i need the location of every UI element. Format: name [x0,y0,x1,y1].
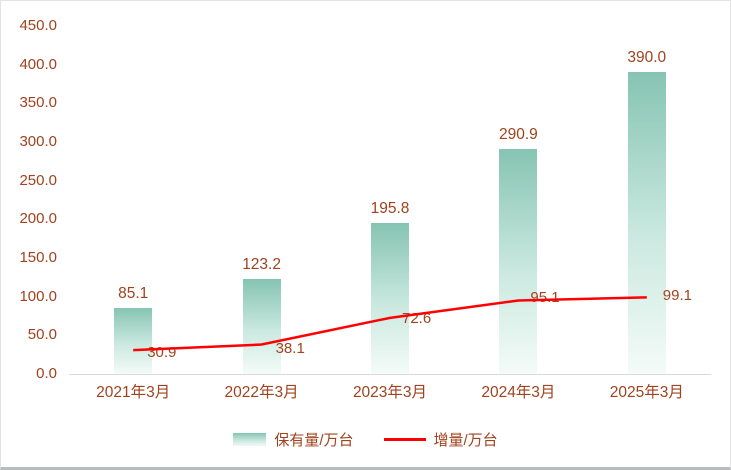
line-point-label: 99.1 [662,287,692,305]
bar-value-label: 290.9 [498,126,538,144]
bar-value-label: 123.2 [242,255,281,273]
line-point-label: 72.6 [402,309,432,327]
y-tick-label: 400.0 [19,55,57,73]
bar [371,222,409,374]
y-tick-label: 350.0 [19,94,57,112]
bar [242,278,281,374]
line-point-label: 30.9 [147,344,177,362]
x-axis-label: 2024年3月 [481,384,556,401]
legend: 保有量/万台 增量/万台 [1,429,730,449]
bar-value-label: 85.1 [118,285,149,303]
x-axis-label: 2021年3月 [96,384,171,401]
legend-bar-swatch [233,432,267,446]
y-tick-label: 450.0 [19,17,57,34]
bar-value-label: 390.0 [627,49,667,67]
y-tick-label: 0.0 [36,365,57,382]
y-tick-label: 200.0 [19,210,57,228]
line-point-label: 95.1 [530,289,560,307]
bar [499,149,538,374]
bar-value-label: 195.8 [370,199,410,217]
line-point-label: 38.1 [275,339,305,357]
x-axis-label: 2023年3月 [352,384,428,401]
legend-line-swatch [383,437,426,441]
y-tick-label: 150.0 [19,249,57,266]
legend-line-label: 增量/万台 [433,431,498,449]
bar [114,308,153,374]
legend-bar-label: 保有量/万台 [274,431,354,449]
x-axis-label: 2022年3月 [224,384,299,401]
bar [627,72,666,374]
y-tick-label: 250.0 [19,171,57,189]
x-axis-label: 2025年3月 [609,384,684,401]
y-tick-label: 50.0 [27,326,57,344]
y-tick-label: 100.0 [19,287,57,305]
x-axis-line [69,374,711,375]
y-tick-label: 300.0 [19,133,57,150]
